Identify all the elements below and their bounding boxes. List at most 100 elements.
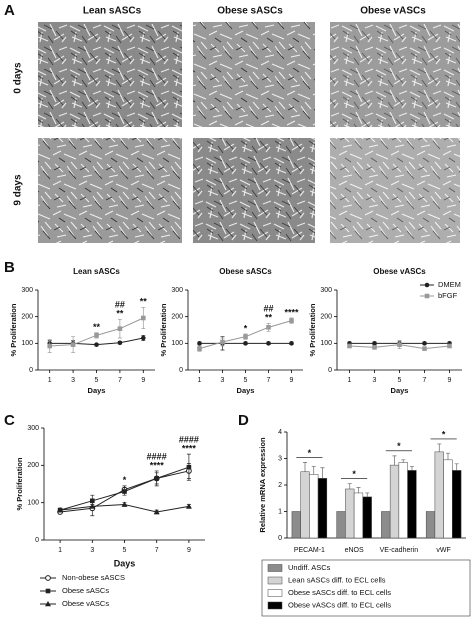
y-tick-label: 200 [21, 314, 33, 321]
y-tick-label: 300 [21, 287, 33, 294]
legend-label: Non-obese sASCS [62, 573, 125, 582]
legend-marker [45, 588, 51, 594]
marker [117, 340, 123, 346]
legend-label: Undiff. ASCs [288, 563, 331, 572]
bar [345, 488, 355, 539]
bar [353, 492, 364, 539]
significance: #### [147, 451, 167, 461]
legend-swatch [267, 589, 283, 597]
y-tick-label: 0 [29, 367, 33, 374]
error-bar [347, 483, 352, 489]
marker [94, 342, 99, 347]
marker [397, 342, 402, 347]
error-bar [356, 487, 361, 493]
x-tick-label: 1 [348, 377, 352, 384]
y-tick-label: 200 [171, 314, 183, 321]
x-tick-label: 1 [48, 377, 52, 384]
marker [70, 342, 76, 347]
x-tick-label: 7 [118, 377, 122, 384]
bar [317, 478, 328, 539]
x-tick-label: 7 [155, 547, 159, 554]
x-tick-label: 5 [123, 547, 127, 554]
marker [153, 509, 160, 515]
marker [154, 476, 159, 481]
y-tick-label: 0 [35, 537, 39, 544]
y-tick-label: 0 [328, 367, 332, 374]
x-tick-label: 3 [373, 377, 377, 384]
y-tick-label: 100 [320, 340, 332, 347]
bar [362, 496, 372, 539]
y-tick-label: 300 [27, 425, 39, 432]
significance: * [123, 475, 127, 485]
marker [372, 345, 377, 350]
micrograph [330, 138, 460, 243]
legend-swatch [267, 564, 283, 572]
y-tick-label: 300 [171, 287, 183, 294]
panel-label: D [238, 412, 249, 429]
bar [407, 470, 417, 539]
significance: * [397, 441, 401, 451]
x-tick-label: 3 [221, 377, 225, 384]
y-axis-label: % Proliferation [9, 303, 18, 356]
bar [398, 462, 408, 539]
marker [185, 503, 192, 509]
legend-marker [424, 282, 430, 288]
chart-title: Obese vASCs [373, 267, 426, 276]
marker [186, 464, 192, 470]
chart-title: Obese sASCs [219, 267, 272, 276]
legend-marker [424, 293, 430, 299]
marker [90, 498, 95, 504]
column-header: Obese vASCs [360, 6, 426, 17]
marker [141, 315, 146, 321]
y-axis-label: % Proliferation [15, 457, 24, 510]
column-header: Lean sASCs [83, 6, 142, 17]
marker [347, 343, 352, 349]
panel-label: A [4, 2, 15, 19]
marker [372, 341, 377, 346]
y-tick-label: 100 [21, 340, 33, 347]
y-tick-label: 200 [320, 314, 332, 321]
error-bar [311, 466, 316, 475]
marker [289, 318, 294, 323]
bar [389, 464, 400, 539]
marker [94, 333, 99, 338]
x-tick-label: 5 [398, 377, 402, 384]
significance: ** [265, 313, 273, 323]
significance: * [442, 429, 446, 439]
marker [47, 343, 52, 349]
x-tick-label: VE-cadherin [380, 547, 419, 554]
y-tick-label: 2 [278, 482, 282, 489]
error-bar [445, 452, 450, 460]
y-axis-label: Relative mRNA expression [258, 437, 267, 533]
x-tick-label: 9 [187, 547, 191, 554]
x-axis-label: Days [88, 386, 106, 395]
micrograph [193, 138, 315, 243]
y-axis-label: % Proliferation [159, 303, 168, 356]
marker [243, 334, 248, 339]
micrograph [193, 22, 315, 127]
panel-label: C [4, 412, 15, 429]
marker [220, 339, 225, 345]
error-bar [392, 455, 397, 466]
error-bar [320, 467, 325, 479]
significance: ## [115, 300, 125, 310]
legend-label: Obese vASCs diff. to ECL cells [288, 600, 391, 609]
legend-label: Lean sASCs diff. to ECL cells [288, 575, 386, 584]
legend-marker [45, 575, 51, 581]
y-tick-label: 0 [179, 367, 183, 374]
y-tick-label: 200 [27, 462, 39, 469]
marker [197, 341, 202, 346]
x-tick-label: 7 [267, 377, 271, 384]
error-bar [303, 462, 308, 472]
y-tick-label: 100 [171, 340, 183, 347]
bar [434, 451, 444, 539]
x-tick-label: 9 [290, 377, 294, 384]
panel-label: B [4, 259, 15, 276]
row-header: 0 days [13, 62, 24, 94]
error-bar [365, 492, 370, 497]
x-tick-label: eNOS [345, 547, 364, 554]
marker [422, 341, 427, 346]
marker [243, 341, 248, 346]
x-tick-label: 9 [448, 377, 452, 384]
